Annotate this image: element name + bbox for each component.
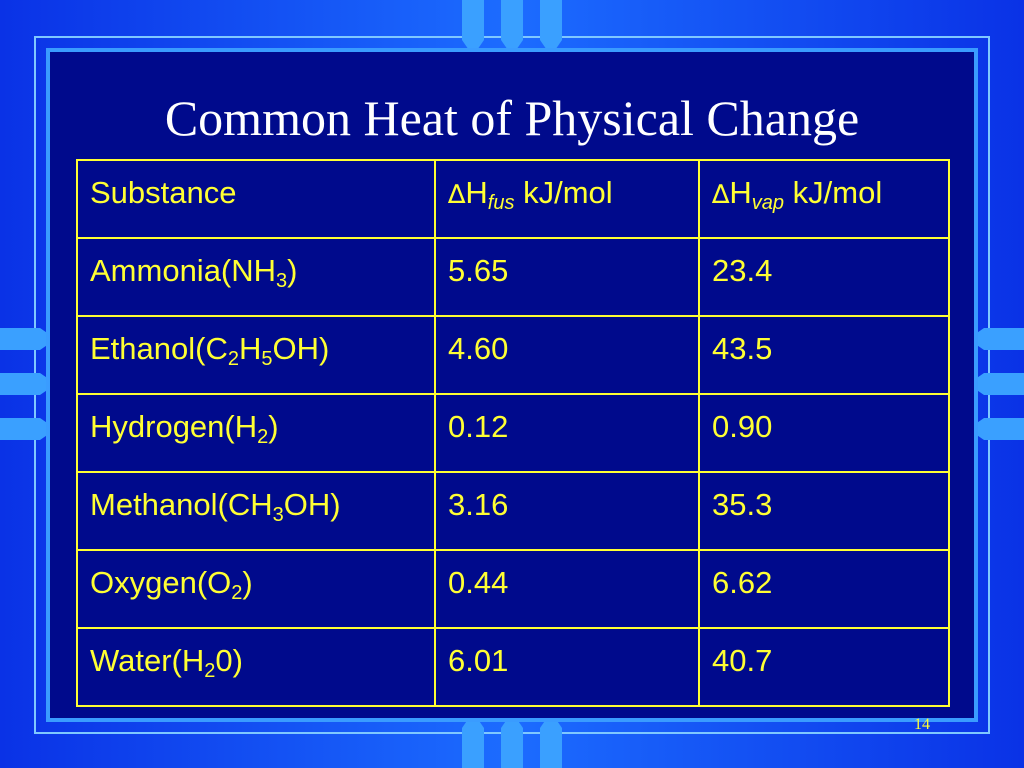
table-row: Hydrogen(H2) 0.12 0.90: [76, 393, 950, 473]
hvap-cell: 23.4: [698, 237, 950, 317]
hfus-cell: 0.44: [434, 549, 700, 629]
right-decoration: [968, 328, 1024, 440]
hvap-cell: 0.90: [698, 393, 950, 473]
table-row: Water(H20) 6.01 40.7: [76, 627, 950, 707]
hvap-cell: 6.62: [698, 549, 950, 629]
substance-cell: Hydrogen(H2): [76, 393, 436, 473]
substance-cell: Methanol(CH3OH): [76, 471, 436, 551]
table-row: Ammonia(NH3) 5.65 23.4: [76, 237, 950, 317]
substance-cell: Oxygen(O2): [76, 549, 436, 629]
table-row: Oxygen(O2) 0.44 6.62: [76, 549, 950, 629]
hfus-cell: 5.65: [434, 237, 700, 317]
hfus-cell: 6.01: [434, 627, 700, 707]
heat-table: Substance ∆Hfus kJ/mol ∆Hvap kJ/mol Ammo…: [76, 159, 950, 707]
hfus-cell: 0.12: [434, 393, 700, 473]
table-header-row: Substance ∆Hfus kJ/mol ∆Hvap kJ/mol: [76, 159, 950, 239]
slide-title: Common Heat of Physical Change: [164, 90, 860, 146]
page-number: 14: [914, 716, 930, 733]
header-substance: Substance: [76, 159, 436, 239]
substance-cell: Ammonia(NH3): [76, 237, 436, 317]
substance-cell: Water(H20): [76, 627, 436, 707]
hfus-cell: 4.60: [434, 315, 700, 395]
table-row: Ethanol(C2H5OH) 4.60 43.5: [76, 315, 950, 395]
header-hvap: ∆Hvap kJ/mol: [698, 159, 950, 239]
substance-cell: Ethanol(C2H5OH): [76, 315, 436, 395]
hvap-cell: 40.7: [698, 627, 950, 707]
hvap-cell: 35.3: [698, 471, 950, 551]
table-row: Methanol(CH3OH) 3.16 35.3: [76, 471, 950, 551]
hvap-cell: 43.5: [698, 315, 950, 395]
hfus-cell: 3.16: [434, 471, 700, 551]
header-hfus: ∆Hfus kJ/mol: [434, 159, 700, 239]
